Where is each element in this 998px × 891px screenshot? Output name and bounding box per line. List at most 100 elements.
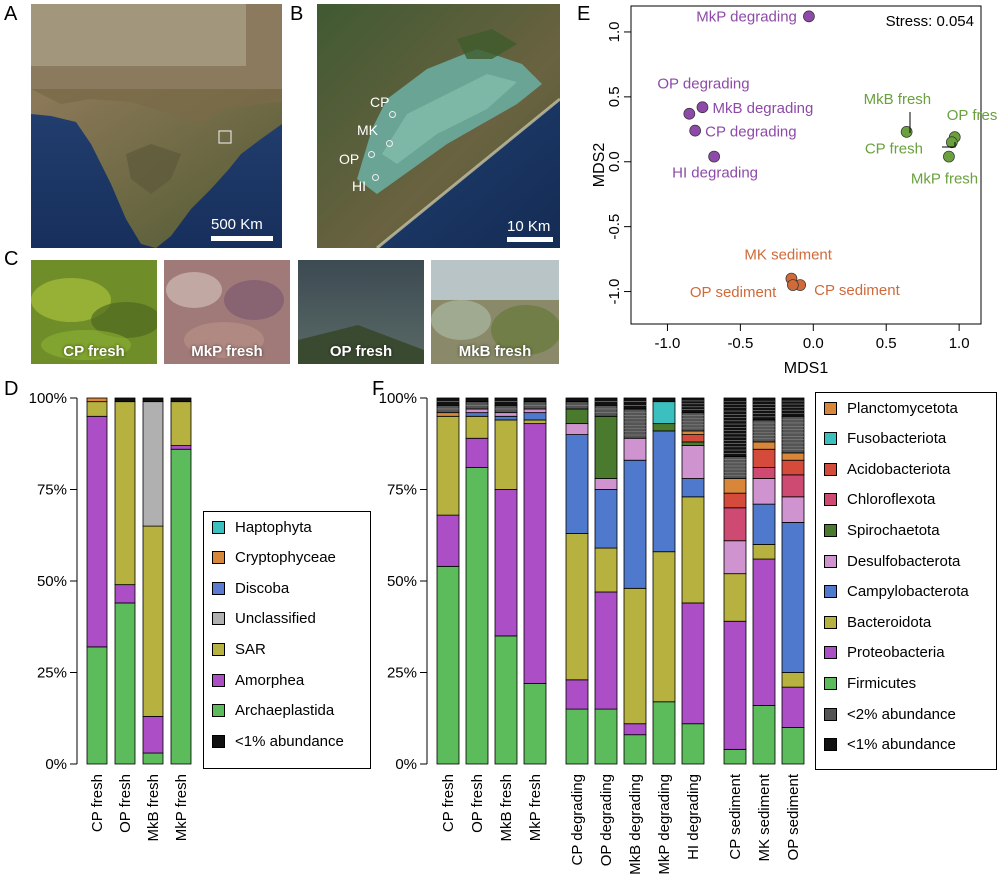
f-segment-op-sediment-chloroflexota: [781, 474, 805, 498]
panel-letter-a: A: [4, 3, 18, 25]
f-segment-mkb-fresh-bacteroidota: [494, 419, 518, 490]
f-segment-op-degrading-desulfobacterota: [594, 478, 618, 490]
f-segment-mk-sediment-bacteroidota: [752, 543, 776, 560]
panel-letter-f: F: [372, 378, 385, 400]
legend-item-proteobacteria: Proteobacteria: [824, 644, 945, 662]
f-x-label-mkp-degrading: MkP degrading: [656, 774, 673, 875]
mds-leader-cp-fresh: [942, 142, 956, 148]
legend-item-discoba: Discoba: [212, 579, 289, 597]
mds-point-op-sediment: [787, 279, 799, 291]
legend-swatch-lt1-abundance: [824, 738, 837, 752]
map-a-scale-label: 500 Km: [211, 216, 263, 233]
f-segment-cp-fresh-proteobacteria: [436, 514, 460, 567]
legend-item-campylobacterota: Campylobacterota: [824, 583, 969, 601]
f-segment-mkp-degrading-bacteroidota: [652, 551, 676, 703]
d-segment-mkb-fresh-archaeplastida: [142, 752, 164, 765]
f-segment-mkb-degrading-campylobacterota: [623, 459, 647, 589]
legend-label-bacteroidota: Bacteroidota: [847, 613, 932, 631]
f-bar-op-fresh: [465, 397, 489, 765]
f-segment-cp-degrading-desulfobacterota: [565, 423, 589, 435]
f-segment-mkb-degrading-proteobacteria: [623, 723, 647, 736]
legend-swatch-haptophyta: [212, 520, 225, 534]
f-bar-mkb-fresh: [494, 397, 518, 765]
legend-item-haptophyta: Haptophyta: [212, 518, 312, 536]
mds-label-op-degrading: OP degrading: [657, 76, 749, 93]
d-segment-mkp-fresh-amorphea: [170, 445, 192, 450]
mds-x-axis-label: MDS1: [784, 360, 829, 377]
d-segment-cp-fresh-archaeplastida: [86, 646, 108, 765]
legend-label-fusobacteriota: Fusobacteriota: [847, 430, 947, 448]
f-x-label-hi-degrading: HI degrading: [685, 774, 702, 860]
f-segment-mkp-fresh-bacteroidota: [523, 419, 547, 425]
f-x-label-op-sediment: OP sediment: [785, 773, 802, 860]
mds-y-tick-label: 0.5: [606, 86, 623, 107]
f-segment-op-sediment-lt2-abundance: [781, 415, 805, 454]
photo-cp-fresh-image: [31, 260, 157, 364]
legend-item-planctomycetota: Planctomycetota: [824, 399, 958, 417]
legend-swatch-unclassified: [212, 612, 225, 626]
f-segment-cp-sediment-chloroflexota: [723, 507, 747, 542]
map-india-image: [31, 4, 282, 248]
map-b-scale-bar: [507, 237, 553, 242]
mds-y-tick-label: -0.5: [606, 214, 623, 240]
d-segment-op-fresh-archaeplastida: [114, 602, 136, 765]
d-bar-op-fresh: [114, 397, 136, 765]
d-bar-cp-fresh: [86, 397, 108, 765]
f-segment-mkp-fresh-firmicutes: [523, 683, 547, 765]
site-marker-cp: [389, 111, 396, 118]
legend-item-amorphea: Amorphea: [212, 671, 304, 689]
d-bar-mkp-fresh: [170, 397, 192, 765]
f-segment-op-sediment-acidobacteriota: [781, 459, 805, 476]
f-segment-cp-degrading-bacteroidota: [565, 533, 589, 681]
f-segment-mkp-degrading-lt1-abundance: [652, 397, 676, 403]
mds-label-cp-fresh: CP fresh: [865, 140, 923, 157]
f-segment-mkp-fresh-proteobacteria: [523, 423, 547, 684]
f-segment-cp-sediment-bacteroidota: [723, 573, 747, 622]
legend-d: Haptophyta Cryptophyceae Discoba Unclassifi…: [203, 511, 371, 769]
d-segment-op-fresh-lt1-abundance: [114, 397, 136, 403]
d-segment-mkp-fresh-sar: [170, 401, 192, 446]
site-marker-hi: [372, 174, 379, 181]
f-x-label-mkp-fresh: MkP fresh: [527, 774, 544, 841]
f-segment-mkb-degrading-lt2-abundance: [623, 408, 647, 439]
f-y-tick-label: 25%: [387, 665, 417, 682]
legend-swatch-archaeplastida: [212, 704, 225, 718]
site-label-op: OP: [339, 151, 360, 167]
legend-item-lt1-abundance: <1% abundance: [824, 736, 956, 754]
d-segment-mkb-fresh-sar: [142, 525, 164, 717]
mds-label-mkb-degrading: MkB degrading: [712, 100, 813, 117]
d-segment-mkb-fresh-lt1-abundance: [142, 397, 164, 403]
legend-item-bacteroidota: Bacteroidota: [824, 613, 931, 631]
legend-item-chloroflexota: Chloroflexota: [824, 491, 935, 509]
legend-item-sar: SAR: [212, 640, 266, 658]
panel-letter-e: E: [577, 3, 591, 25]
f-segment-cp-sediment-firmicutes: [723, 748, 747, 765]
legend-swatch-sar: [212, 642, 225, 656]
photo-mkp-fresh: MkP fresh: [164, 260, 290, 364]
d-y-tick-label: 0%: [45, 756, 67, 773]
f-segment-mkb-degrading-desulfobacterota: [623, 437, 647, 461]
f-y-tick-label: 50%: [387, 573, 417, 590]
mds-x-tick-label: 1.0: [949, 335, 970, 352]
f-segment-hi-degrading-desulfobacterota: [681, 445, 705, 479]
mds-plot-area: -1.0 -0.5 0.0 0.5 1.0 -1.0 -0.5 0.0 0.5 1.0 MDS1…: [591, 5, 998, 377]
legend-item-desulfobacterota: Desulfobacterota: [824, 552, 960, 570]
mds-label-op-sediment: OP sediment: [690, 284, 777, 301]
mds-x-tick-label: 0.5: [876, 335, 897, 352]
d-x-label-mkp-fresh: MkP fresh: [173, 774, 190, 841]
photo-mkp-fresh-image: [164, 260, 290, 364]
mds-plot-frame: [630, 5, 982, 325]
legend-label-chloroflexota: Chloroflexota: [847, 491, 936, 509]
map-lagoon: CP MK OP HI 10 Km: [317, 4, 560, 248]
f-segment-cp-degrading-firmicutes: [565, 708, 589, 765]
legend-swatch-fusobacteriota: [824, 432, 837, 446]
photo-op-fresh: OP fresh: [298, 260, 424, 364]
map-india: 500 Km: [31, 4, 282, 248]
legend-label-lt1-abundance: <1% abundance: [847, 736, 956, 754]
legend-swatch-planctomycetota: [824, 401, 837, 415]
f-segment-op-sediment-planctomycetota: [781, 452, 805, 461]
mds-label-mkp-degrading: MkP degrading: [696, 8, 797, 25]
f-segment-mk-sediment-acidobacteriota: [752, 448, 776, 468]
f-segment-mkb-degrading-lt1-abundance: [623, 397, 647, 410]
legend-swatch-acidobacteriota: [824, 462, 837, 476]
